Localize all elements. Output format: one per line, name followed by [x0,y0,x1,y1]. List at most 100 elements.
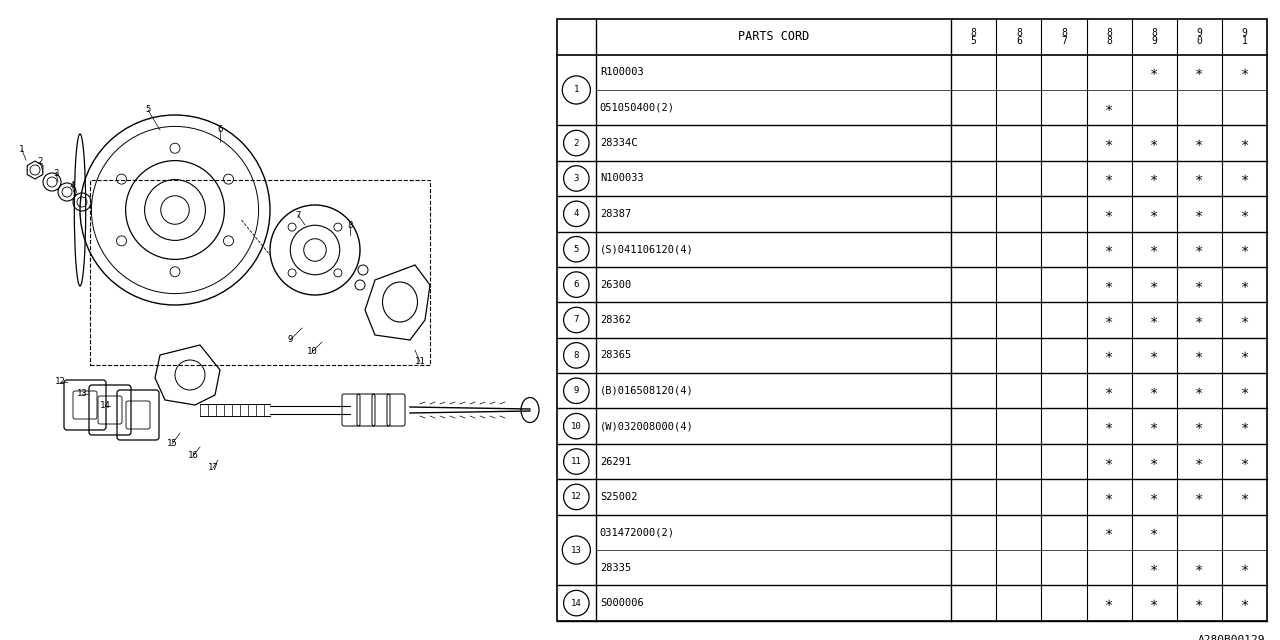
Text: ∗: ∗ [1151,65,1158,79]
Text: ∗: ∗ [1105,242,1114,256]
Text: ∗: ∗ [1151,490,1158,504]
Text: ∗: ∗ [1240,490,1249,504]
Text: (W)032008000(4): (W)032008000(4) [600,421,694,431]
Text: 5: 5 [573,244,579,253]
Text: ∗: ∗ [1105,454,1114,468]
Text: 7: 7 [1061,36,1068,46]
Text: 051050400(2): 051050400(2) [600,102,675,113]
Text: 14: 14 [100,401,110,410]
Text: ∗: ∗ [1240,207,1249,221]
Text: ∗: ∗ [1105,207,1114,221]
Text: ∗: ∗ [1151,454,1158,468]
Text: 1: 1 [573,86,579,95]
Text: 1: 1 [1242,36,1248,46]
Text: ∗: ∗ [1240,454,1249,468]
Text: ∗: ∗ [1151,242,1158,256]
Text: 11: 11 [415,358,425,367]
Text: ∗: ∗ [1151,596,1158,610]
Text: ∗: ∗ [1196,172,1203,186]
Text: ∗: ∗ [1105,596,1114,610]
Text: 28334C: 28334C [600,138,637,148]
Text: ∗: ∗ [1196,65,1203,79]
Text: 2: 2 [573,138,579,148]
Text: ∗: ∗ [1196,490,1203,504]
Text: 12: 12 [55,378,65,387]
Text: ∗: ∗ [1240,596,1249,610]
Text: 13: 13 [571,545,581,554]
Text: ∗: ∗ [1196,419,1203,433]
Text: 5: 5 [146,106,151,115]
Text: 3: 3 [573,174,579,183]
Text: ∗: ∗ [1240,313,1249,327]
Text: 2: 2 [37,157,42,166]
Text: 15: 15 [166,440,178,449]
Text: ∗: ∗ [1240,419,1249,433]
Text: ∗: ∗ [1105,348,1114,362]
Text: 4: 4 [69,182,74,191]
Text: 26300: 26300 [600,280,631,290]
Text: ∗: ∗ [1196,596,1203,610]
Text: 8: 8 [970,28,977,38]
Text: 28387: 28387 [600,209,631,219]
Text: ∗: ∗ [1196,561,1203,575]
Text: ∗: ∗ [1240,242,1249,256]
Text: 13: 13 [77,390,87,399]
Text: ∗: ∗ [1105,278,1114,292]
Bar [90,180,430,365]
Text: ∗: ∗ [1151,348,1158,362]
Text: N100033: N100033 [600,173,644,184]
Text: 8: 8 [573,351,579,360]
Text: 8: 8 [1061,28,1068,38]
Text: ∗: ∗ [1105,136,1114,150]
Text: 28365: 28365 [600,350,631,360]
Text: ∗: ∗ [1105,384,1114,398]
Text: ∗: ∗ [1196,454,1203,468]
Text: 26291: 26291 [600,456,631,467]
Text: 28362: 28362 [600,315,631,325]
Text: ∗: ∗ [1240,561,1249,575]
Text: ∗: ∗ [1196,136,1203,150]
Text: 9: 9 [1151,36,1157,46]
Text: 6: 6 [573,280,579,289]
Text: 5: 5 [970,36,977,46]
Text: ∗: ∗ [1240,136,1249,150]
Text: 6: 6 [1016,36,1021,46]
Text: 8: 8 [1016,28,1021,38]
Text: 1: 1 [19,145,24,154]
Text: ∗: ∗ [1240,172,1249,186]
Text: ∗: ∗ [1196,313,1203,327]
Text: R100003: R100003 [600,67,644,77]
Text: 9: 9 [573,387,579,396]
Text: ∗: ∗ [1151,207,1158,221]
Text: ∗: ∗ [1151,136,1158,150]
Text: 9: 9 [1197,28,1202,38]
Text: 10: 10 [307,348,317,356]
Text: 11: 11 [571,457,581,466]
Text: ∗: ∗ [1196,384,1203,398]
Text: 14: 14 [571,598,581,607]
Text: 28335: 28335 [600,563,631,573]
Text: ∗: ∗ [1151,419,1158,433]
Text: ∗: ∗ [1196,207,1203,221]
Text: 9: 9 [287,335,293,344]
Text: ∗: ∗ [1196,348,1203,362]
Text: 8: 8 [1106,28,1112,38]
Text: 8: 8 [1106,36,1112,46]
Text: ∗: ∗ [1151,172,1158,186]
Text: ∗: ∗ [1151,561,1158,575]
Text: 7: 7 [296,211,301,220]
Text: (S)041106120(4): (S)041106120(4) [600,244,694,254]
Text: ∗: ∗ [1105,313,1114,327]
Text: ∗: ∗ [1105,490,1114,504]
Text: 8: 8 [1151,28,1157,38]
Text: 16: 16 [188,451,198,461]
Text: ∗: ∗ [1151,384,1158,398]
Text: A280B00129: A280B00129 [1198,635,1265,640]
Text: ∗: ∗ [1240,348,1249,362]
Text: ∗: ∗ [1151,278,1158,292]
Text: ∗: ∗ [1105,525,1114,540]
Text: ∗: ∗ [1151,525,1158,540]
Text: ∗: ∗ [1105,172,1114,186]
Text: 031472000(2): 031472000(2) [600,527,675,538]
Text: PARTS CORD: PARTS CORD [737,30,809,44]
